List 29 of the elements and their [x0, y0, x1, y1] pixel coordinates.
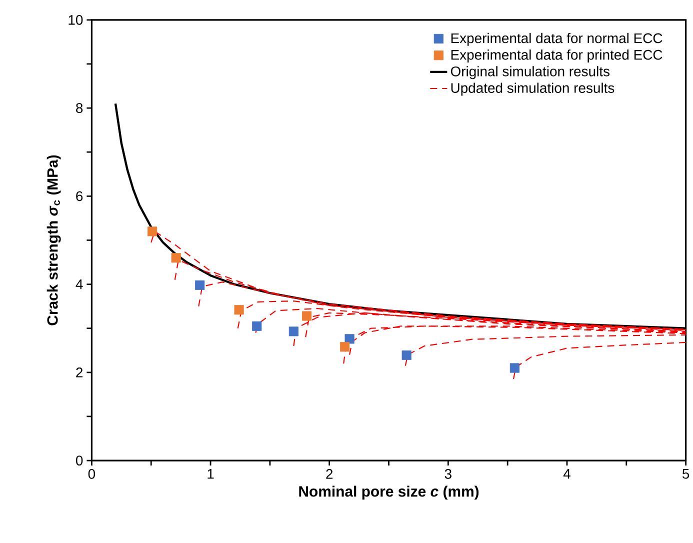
- x-tick-label: 4: [563, 468, 570, 478]
- y-tick-label: 0: [76, 455, 83, 466]
- legend-label: Experimental data for normal ECC: [451, 32, 662, 46]
- point: [148, 226, 158, 236]
- legend-label: Experimental data for printed ECC: [451, 49, 662, 62]
- point: [171, 252, 181, 263]
- y-tick-label: 10: [68, 14, 83, 25]
- x-tick-label: 1: [208, 468, 214, 478]
- point: [252, 321, 262, 331]
- y-tick-label: 8: [76, 102, 83, 113]
- y-tick-label: 6: [76, 191, 83, 201]
- point: [195, 280, 205, 290]
- y-tick-label: 4: [76, 279, 83, 289]
- legend-label: Original simulation results: [450, 66, 610, 79]
- point: [402, 350, 412, 360]
- point: [302, 311, 312, 321]
- x-tick-label: 5: [682, 468, 690, 479]
- x-axis-title: Nominal pore size c (mm): [299, 486, 479, 500]
- point: [510, 363, 520, 373]
- point: [340, 342, 350, 352]
- x-tick-label: 3: [444, 468, 452, 479]
- point: [234, 304, 244, 314]
- point: [344, 334, 354, 344]
- x-tick-label: 0: [88, 468, 96, 479]
- y-tick-label: 2: [76, 367, 83, 378]
- y-axis-title: Crack strength σ$_{c}$ (MPa): [46, 155, 61, 326]
- legend-label: Updated simulation results: [451, 82, 614, 96]
- point: [288, 326, 298, 336]
- x-tick-label: 2: [326, 468, 333, 479]
